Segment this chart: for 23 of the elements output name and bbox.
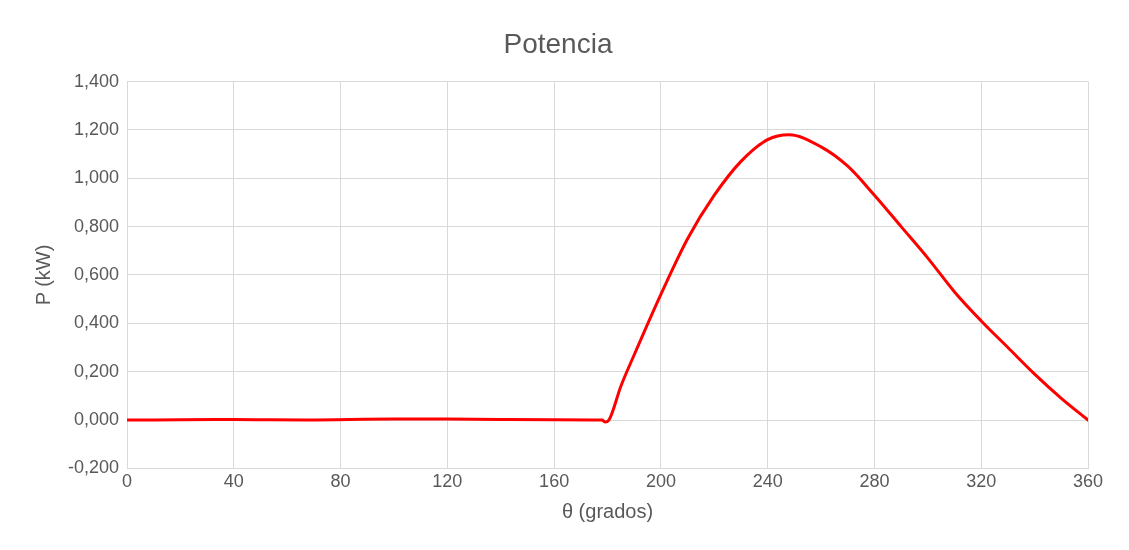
y-tick-label: 0,800 — [73, 215, 120, 236]
y-tick-label: 0,200 — [73, 360, 120, 381]
x-tick-label: 360 — [1072, 471, 1104, 492]
y-tick-label: 1,000 — [73, 167, 120, 188]
y-tick-label: 0,000 — [73, 409, 120, 430]
x-tick-label: 0 — [122, 471, 133, 492]
y-axis-title: P (kW) — [31, 244, 54, 306]
y-tick-label: 0,400 — [73, 312, 120, 333]
x-tick-label: 200 — [645, 471, 676, 492]
y-tick-label: -0,200 — [67, 457, 120, 478]
x-tick-label: 40 — [223, 471, 244, 492]
x-tick-label: 80 — [330, 471, 351, 492]
x-tick-label: 120 — [432, 471, 463, 492]
x-tick-label: 320 — [966, 471, 997, 492]
x-axis-title: θ (grados) — [561, 499, 654, 522]
chart-title: Potencia — [503, 27, 613, 59]
y-tick-label: 1,400 — [73, 70, 120, 91]
y-tick-label: 1,200 — [73, 118, 120, 139]
x-tick-label: 280 — [859, 471, 890, 492]
line-series — [127, 133, 1088, 424]
x-tick-label: 240 — [752, 471, 783, 492]
y-tick-label: 0,600 — [73, 263, 120, 284]
x-tick-label: 160 — [539, 471, 570, 492]
